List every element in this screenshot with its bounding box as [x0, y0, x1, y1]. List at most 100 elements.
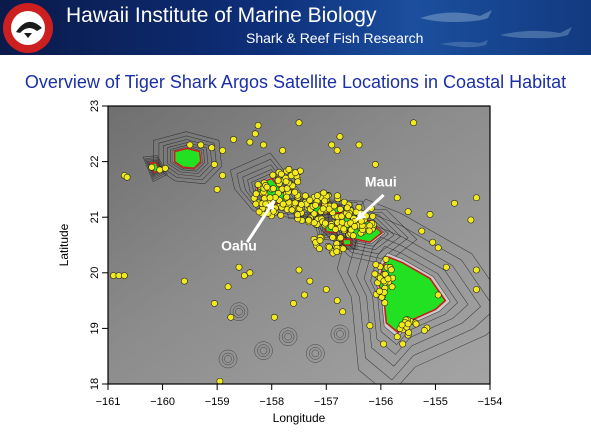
x-tick-label: −161: [96, 396, 121, 408]
annotation-maui: Maui: [365, 174, 397, 190]
institute-title: Hawaii Institute of Marine Biology: [66, 4, 377, 27]
location-point: [343, 204, 351, 212]
location-point: [235, 263, 243, 271]
location-point: [421, 327, 428, 334]
location-point: [211, 161, 218, 168]
location-point: [295, 266, 303, 274]
x-tick-label: −156: [368, 396, 393, 408]
location-point: [384, 275, 392, 283]
location-point: [274, 177, 282, 184]
location-point: [321, 197, 329, 205]
location-point: [316, 237, 324, 244]
location-point: [230, 136, 237, 143]
location-point: [279, 200, 287, 208]
location-point: [372, 161, 379, 168]
location-point: [320, 189, 328, 197]
institute-subtitle: Shark & Reef Fish Research: [246, 30, 424, 46]
y-axis: 18 19 20 21 22 23: [89, 100, 108, 390]
bathymetry-contour: [347, 213, 490, 381]
seamount-contour: [330, 324, 350, 344]
location-point: [260, 141, 267, 149]
location-point: [333, 297, 341, 304]
location-point: [277, 170, 285, 178]
location-point: [219, 172, 226, 179]
himb-logo: [3, 3, 53, 53]
location-point: [305, 216, 313, 224]
location-point: [246, 138, 254, 146]
location-point: [328, 141, 336, 149]
seamount-contour: [259, 346, 268, 355]
location-point: [333, 147, 341, 154]
seamount-contour: [224, 355, 232, 363]
location-point: [382, 255, 390, 263]
location-point: [263, 183, 271, 191]
y-tick-label: 18: [89, 378, 101, 390]
location-point: [211, 300, 218, 307]
seamount-contour: [235, 307, 243, 316]
location-point: [310, 210, 318, 218]
location-point: [269, 171, 277, 179]
location-point: [339, 245, 347, 253]
location-point: [349, 232, 357, 240]
seamount-contour: [309, 347, 322, 360]
location-point: [312, 201, 319, 209]
x-axis-label: Longitude: [273, 411, 326, 425]
location-point: [277, 211, 285, 219]
location-point: [337, 234, 344, 242]
annotation-arrowhead: [265, 200, 275, 211]
location-points: [110, 119, 480, 384]
location-point: [339, 308, 347, 316]
bathymetry-contour: [146, 158, 165, 178]
location-point: [314, 192, 321, 199]
location-point: [227, 313, 235, 321]
location-point: [387, 266, 395, 274]
y-axis-label: Latitude: [57, 223, 71, 266]
bathymetry-contour: [356, 225, 481, 367]
location-point: [148, 163, 156, 171]
bathymetry-contour: [142, 155, 168, 182]
location-point: [161, 164, 169, 172]
location-point: [340, 225, 348, 233]
tiger-shark-location-map: −161 −160 −159 −158 −157 −156 −155 −154 18 19 20 2…: [57, 100, 502, 425]
location-point: [285, 166, 293, 173]
location-point: [380, 340, 387, 348]
location-point: [322, 286, 330, 293]
plot-frame: [107, 105, 491, 385]
plot-background: [108, 106, 490, 384]
location-point: [473, 194, 480, 202]
seamount-contour: [333, 327, 347, 341]
location-point: [376, 287, 383, 295]
location-point: [197, 141, 205, 149]
seamount-contour: [278, 327, 298, 346]
shark-silhouettes: [420, 10, 572, 48]
location-point: [393, 333, 401, 341]
slide-title: Overview of Tiger Shark Argos Satellite …: [24, 72, 567, 92]
location-point: [366, 322, 374, 329]
y-tick-label: 20: [89, 267, 101, 279]
location-point: [334, 192, 341, 200]
location-point: [295, 119, 303, 127]
location-point: [442, 263, 450, 271]
location-point: [298, 201, 305, 208]
location-point: [329, 234, 337, 241]
location-point: [156, 166, 164, 174]
location-point: [216, 377, 224, 384]
seamount-contour: [281, 330, 295, 343]
location-point: [398, 321, 406, 329]
location-point: [418, 227, 426, 235]
location-point: [325, 205, 333, 213]
island-kahoolawe: [341, 238, 352, 246]
location-point: [279, 147, 286, 154]
location-point: [412, 320, 420, 328]
location-point: [294, 211, 301, 219]
location-point: [283, 193, 291, 201]
location-point: [254, 122, 262, 129]
location-point: [241, 272, 248, 279]
location-point: [393, 194, 401, 202]
y-tick-label: 22: [89, 155, 101, 167]
location-point: [319, 205, 327, 213]
location-point: [316, 245, 323, 252]
location-point: [310, 219, 318, 227]
location-point: [294, 178, 302, 186]
location-point: [451, 199, 458, 207]
